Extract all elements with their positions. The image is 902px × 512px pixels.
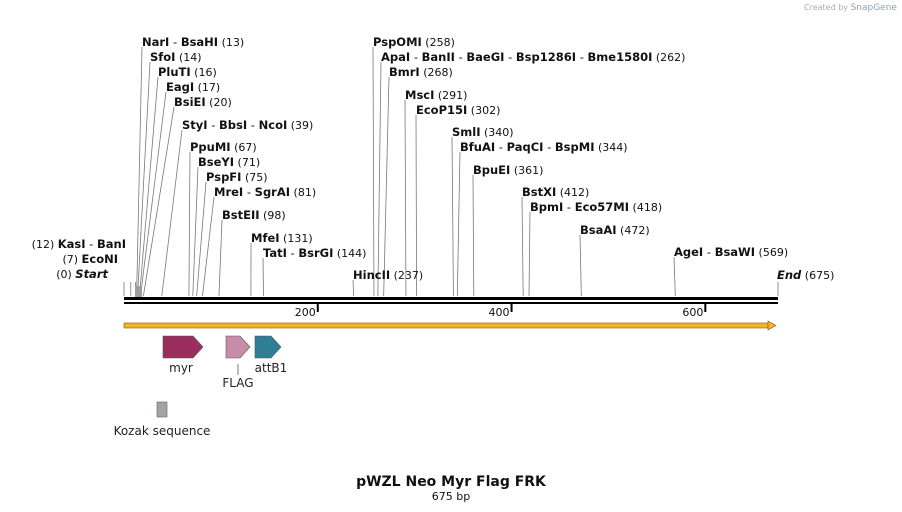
- site-label-bmri: BmrI (268): [389, 65, 453, 79]
- site-label-bpmi: BpmI - Eco57MI (418): [530, 200, 662, 214]
- site-label-pspomi: PspOMI (258): [373, 35, 455, 49]
- site-label-nari: NarI - BsaHI (13): [142, 35, 244, 49]
- site-label-bsteii: BstEII (98): [222, 208, 286, 222]
- site-line-apai: [377, 61, 382, 297]
- tick-label: 200: [295, 306, 316, 319]
- feature-label-flag: FLAG: [222, 376, 253, 390]
- site-line-bseyi: [192, 166, 199, 297]
- site-line-sfoi: [137, 61, 151, 297]
- site-line-ppumi: [188, 151, 191, 297]
- site-label-bstxi: BstXI (412): [522, 185, 589, 199]
- site-label-pspfi: PspFI (75): [206, 170, 268, 184]
- site-label-hincii: HincII (237): [353, 268, 423, 282]
- site-label-econi: (7) EcoNI: [62, 252, 118, 266]
- feature-kozak-sequence: [156, 401, 168, 418]
- site-label-bpuei: BpuEI (361): [473, 163, 543, 177]
- feature-flag: [225, 335, 251, 359]
- feature-label-kozak-sequence: Kozak sequence: [114, 424, 211, 438]
- site-line-bsiei: [142, 106, 175, 297]
- site-line-ecop15i: [415, 114, 418, 297]
- snapgene-credit: Created by SnapGene: [804, 3, 897, 13]
- site-label-bfuai: BfuAI - PaqCI - BspMI (344): [460, 140, 628, 154]
- map-title: pWZL Neo Myr Flag FRK: [356, 474, 547, 490]
- sequence-length: 675 bp: [432, 490, 470, 503]
- site-line-bpuei: [472, 174, 475, 297]
- site-line-pspomi: [372, 46, 375, 297]
- site-label-ppumi: PpuMI (67): [190, 140, 257, 154]
- site-label-styi: StyI - BbsI - NcoI (39): [182, 118, 313, 132]
- site-line-agei: [673, 256, 676, 297]
- site-line-smli: [451, 136, 454, 297]
- site-label-bsaai: BsaAI (472): [580, 223, 650, 237]
- site-label-agei: AgeI - BsaWI (569): [674, 245, 788, 259]
- site-line-nari: [136, 46, 143, 297]
- orf-arrowhead: [767, 320, 777, 331]
- site-label-mfei: MfeI (131): [251, 231, 313, 245]
- feature-myr: [162, 335, 204, 359]
- site-line-bmri: [383, 76, 390, 297]
- site-line-pluti: [139, 76, 159, 297]
- feature-label-attb1: attB1: [255, 361, 288, 375]
- site-label-end: End (675): [777, 268, 834, 282]
- site-line-mrei: [202, 196, 215, 297]
- site-label-apai: ApaI - BanII - BaeGI - Bsp1286I - Bme158…: [381, 50, 685, 64]
- site-line-bpmi: [528, 211, 531, 297]
- site-line-pspfi: [196, 181, 207, 297]
- tick-label: 400: [489, 306, 510, 319]
- orf-arrow: [123, 320, 777, 331]
- site-lines: [123, 46, 779, 297]
- site-line-tati: [262, 257, 264, 297]
- feature-label-myr: myr: [169, 361, 193, 375]
- sequence-backbone: [124, 297, 778, 304]
- site-label-start: (0) Start: [56, 267, 108, 281]
- site-line-msci: [404, 99, 407, 297]
- site-label-bseyi: BseYI (71): [198, 155, 260, 169]
- site-label-kasi: (12) KasI - BanI: [32, 237, 126, 251]
- site-label-ecop15i: EcoP15I (302): [416, 103, 500, 117]
- site-line-eagi: [140, 91, 167, 297]
- site-label-tati: TatI - BsrGI (144): [263, 246, 366, 260]
- site-label-msci: MscI (291): [405, 88, 467, 102]
- site-label-bsiei: BsiEI (20): [174, 95, 232, 109]
- site-line-styi: [161, 129, 183, 297]
- site-label-mrei: MreI - SgrAI (81): [214, 185, 316, 199]
- site-label-sfoi: SfoI (14): [150, 50, 202, 64]
- site-line-bsaai: [579, 234, 582, 297]
- feature-attb1: [254, 335, 282, 359]
- site-line-hincii: [352, 279, 355, 297]
- site-label-pluti: PluTI (16): [158, 65, 217, 79]
- site-line-bfuai: [456, 151, 461, 297]
- scale-ticks: 200 400 600: [295, 304, 707, 319]
- site-line-bsteii: [218, 219, 223, 297]
- site-label-eagi: EagI (17): [166, 80, 220, 94]
- orf-bar: [123, 322, 769, 329]
- site-labels: NarI - BsaHI (13)SfoI (14)PluTI (16)EagI…: [32, 35, 835, 282]
- site-line-bstxi: [521, 196, 524, 297]
- start-marker: [135, 286, 142, 297]
- tick-label: 600: [682, 306, 703, 319]
- site-label-smli: SmlI (340): [452, 125, 514, 139]
